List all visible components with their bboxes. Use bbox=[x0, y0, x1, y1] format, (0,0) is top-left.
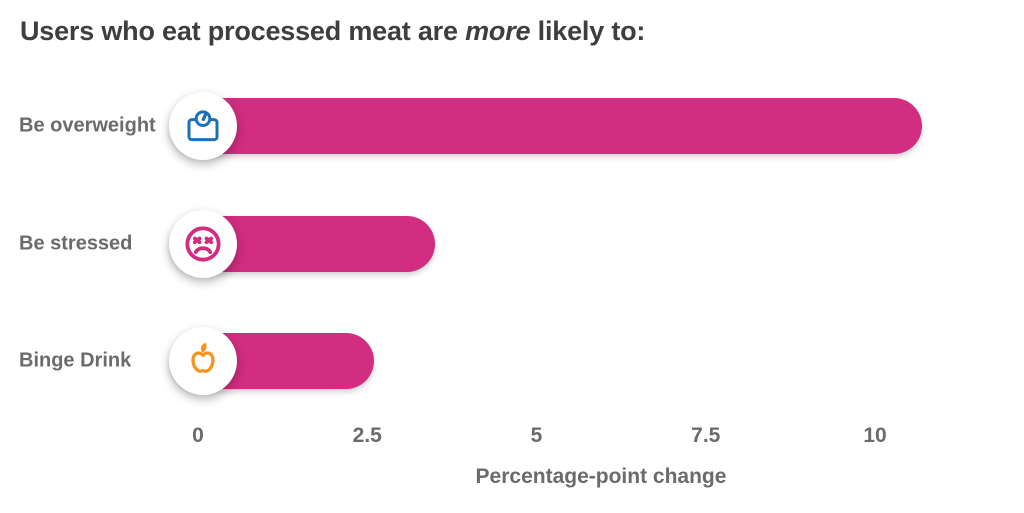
bar-row-stressed: Be stressed bbox=[0, 185, 1024, 303]
bar-overweight bbox=[170, 98, 923, 154]
chart-title-prefix: Users who eat processed meat are bbox=[20, 16, 466, 46]
chart-title: Users who eat processed meat are more li… bbox=[20, 16, 645, 47]
x-axis-tick: 10 bbox=[863, 424, 887, 447]
category-label: Binge Drink bbox=[19, 349, 132, 372]
chart-title-emphasis: more bbox=[465, 16, 531, 46]
icon-badge bbox=[169, 327, 237, 395]
category-label: Be overweight bbox=[19, 114, 156, 137]
bar-row-binge-drink: Binge Drink bbox=[0, 302, 1024, 420]
bar-row-overweight: Be overweight bbox=[0, 67, 1024, 185]
icon-badge bbox=[169, 92, 237, 160]
x-axis-tick: 2.5 bbox=[352, 424, 382, 447]
stressed-face-icon bbox=[185, 226, 221, 262]
x-axis-tick: 0 bbox=[192, 424, 204, 447]
apple-icon bbox=[191, 343, 215, 373]
x-axis-tick: 7.5 bbox=[691, 424, 721, 447]
x-axis-label: Percentage-point change bbox=[475, 465, 727, 488]
category-label: Be stressed bbox=[19, 232, 133, 255]
weight-scale-icon bbox=[187, 110, 219, 142]
x-axis-tick: 5 bbox=[530, 424, 543, 447]
chart-title-suffix: likely to: bbox=[530, 16, 646, 46]
icon-badge bbox=[169, 210, 237, 278]
